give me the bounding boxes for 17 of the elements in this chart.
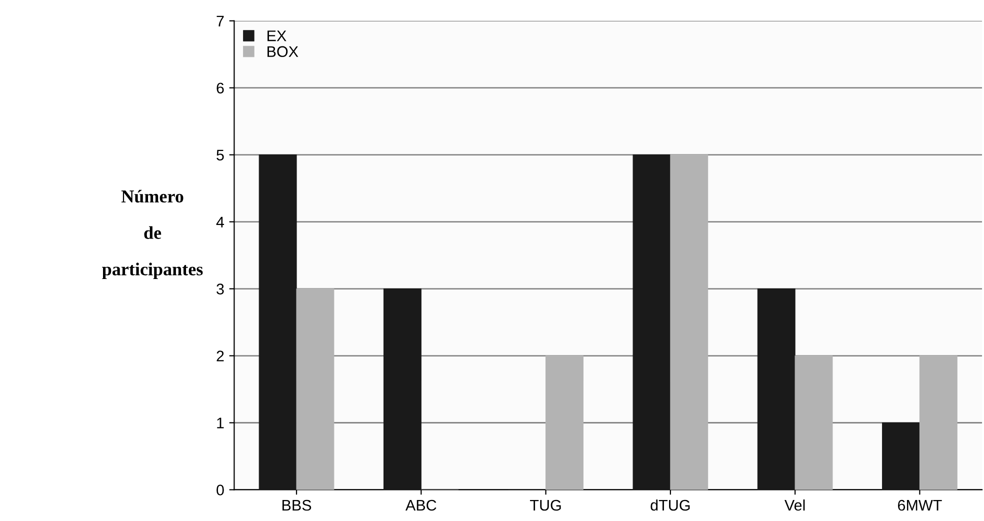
y-tick-label: 1 [217, 418, 224, 428]
x-tick-label: ABC [405, 500, 436, 511]
y-tick-label: 3 [216, 284, 224, 294]
legend-label: EX [268, 30, 286, 42]
legend-label: BOX [268, 46, 298, 57]
y-tick-label: 0 [216, 484, 224, 496]
x-tick-label: BBS [282, 500, 312, 511]
y-tick-label: 5 [216, 150, 224, 160]
y-tick-label: 2 [216, 350, 224, 362]
x-tick-label: TUG [530, 500, 561, 511]
x-tick-label: dTUG [650, 499, 690, 511]
y-tick-label: 4 [216, 216, 224, 228]
x-tick-label: 6MWT [898, 500, 942, 511]
x-tick-label: Vel [784, 499, 805, 511]
y-tick-label: 7 [216, 16, 224, 26]
text: Número de participantes [102, 190, 203, 280]
y-tick-label: 6 [216, 82, 224, 94]
